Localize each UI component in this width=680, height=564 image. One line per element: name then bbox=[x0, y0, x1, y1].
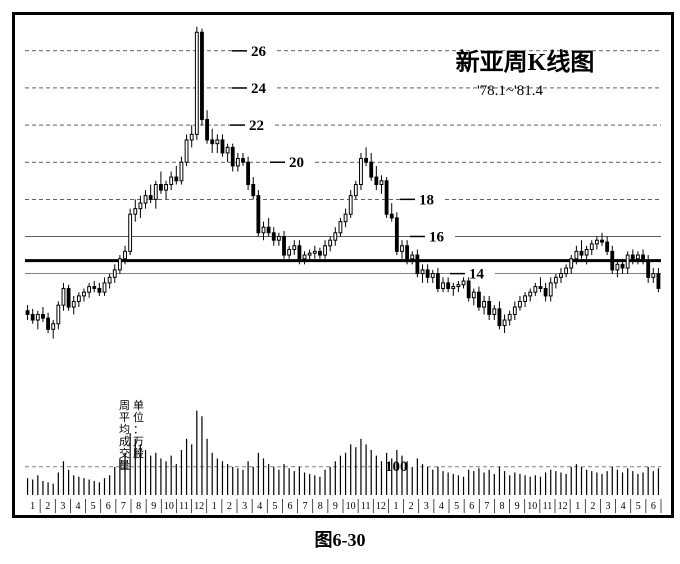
month-label: 4 bbox=[439, 501, 444, 512]
month-label: 12 bbox=[558, 501, 568, 512]
chart-container: 14161820222426新亚周K线图'78.1~'81.4100单位：万股周… bbox=[12, 12, 674, 518]
volume-unit-label: 单 bbox=[133, 399, 144, 412]
volume-avg-label: 平 bbox=[119, 412, 130, 424]
month-label: 10 bbox=[164, 501, 174, 512]
month-label: 3 bbox=[606, 501, 611, 512]
month-label: 3 bbox=[60, 501, 65, 512]
month-label: 5 bbox=[91, 501, 96, 512]
month-label: 6 bbox=[106, 501, 111, 512]
month-label: 12 bbox=[194, 501, 204, 512]
month-label: 8 bbox=[500, 501, 505, 512]
month-label: 4 bbox=[76, 501, 81, 512]
month-label: 7 bbox=[121, 501, 126, 512]
volume-tick-label: 100 bbox=[385, 459, 408, 475]
candlestick-chart: 14161820222426新亚周K线图'78.1~'81.4100单位：万股周… bbox=[15, 15, 671, 515]
month-label: 8 bbox=[136, 501, 141, 512]
volume-unit-label: 位 bbox=[133, 410, 144, 424]
month-label: 9 bbox=[333, 501, 338, 512]
y-tick-label: 26 bbox=[251, 44, 267, 60]
month-label: 3 bbox=[242, 501, 247, 512]
month-label: 5 bbox=[272, 501, 277, 512]
volume-avg-label: 交 bbox=[119, 446, 130, 460]
month-label: 8 bbox=[318, 501, 323, 512]
volume-avg-label: 量 bbox=[119, 459, 130, 472]
chart-subtitle: '78.1~'81.4 bbox=[477, 83, 544, 99]
month-label: 2 bbox=[45, 501, 50, 512]
month-label: 1 bbox=[30, 501, 35, 512]
month-label: 1 bbox=[575, 501, 580, 512]
month-label: 1 bbox=[394, 501, 399, 512]
month-label: 10 bbox=[346, 501, 356, 512]
y-tick-label: 24 bbox=[251, 81, 267, 97]
month-label: 2 bbox=[590, 501, 595, 512]
month-label: 7 bbox=[303, 501, 308, 512]
volume-avg-label: 成 bbox=[119, 435, 130, 448]
month-label: 10 bbox=[527, 501, 537, 512]
y-tick-label: 18 bbox=[419, 192, 434, 208]
month-label: 3 bbox=[424, 501, 429, 512]
month-label: 7 bbox=[484, 501, 489, 512]
volume-unit-label: 股 bbox=[133, 447, 144, 460]
month-label: 2 bbox=[227, 501, 232, 512]
month-label: 11 bbox=[361, 501, 371, 512]
month-label: 11 bbox=[179, 501, 189, 512]
volume-unit-label: ： bbox=[133, 424, 144, 436]
y-tick-label: 22 bbox=[249, 118, 264, 134]
y-tick-label: 20 bbox=[289, 155, 304, 171]
figure-caption: 图6-30 bbox=[12, 526, 668, 552]
volume-unit-label: 万 bbox=[133, 436, 144, 448]
y-tick-label: 16 bbox=[429, 229, 445, 245]
month-label: 4 bbox=[621, 501, 626, 512]
chart-title: 新亚周K线图 bbox=[456, 48, 595, 76]
month-label: 12 bbox=[376, 501, 386, 512]
month-label: 2 bbox=[409, 501, 414, 512]
month-label: 9 bbox=[151, 501, 156, 512]
month-label: 11 bbox=[543, 501, 553, 512]
month-label: 9 bbox=[515, 501, 520, 512]
y-tick-label: 14 bbox=[469, 267, 485, 283]
month-label: 6 bbox=[651, 501, 656, 512]
volume-avg-label: 均 bbox=[119, 423, 130, 436]
month-label: 6 bbox=[469, 501, 474, 512]
month-label: 6 bbox=[288, 501, 293, 512]
volume-avg-label: 周 bbox=[119, 399, 130, 412]
month-label: 1 bbox=[212, 501, 217, 512]
month-label: 5 bbox=[454, 501, 459, 512]
month-label: 4 bbox=[257, 501, 262, 512]
month-label: 5 bbox=[636, 501, 641, 512]
